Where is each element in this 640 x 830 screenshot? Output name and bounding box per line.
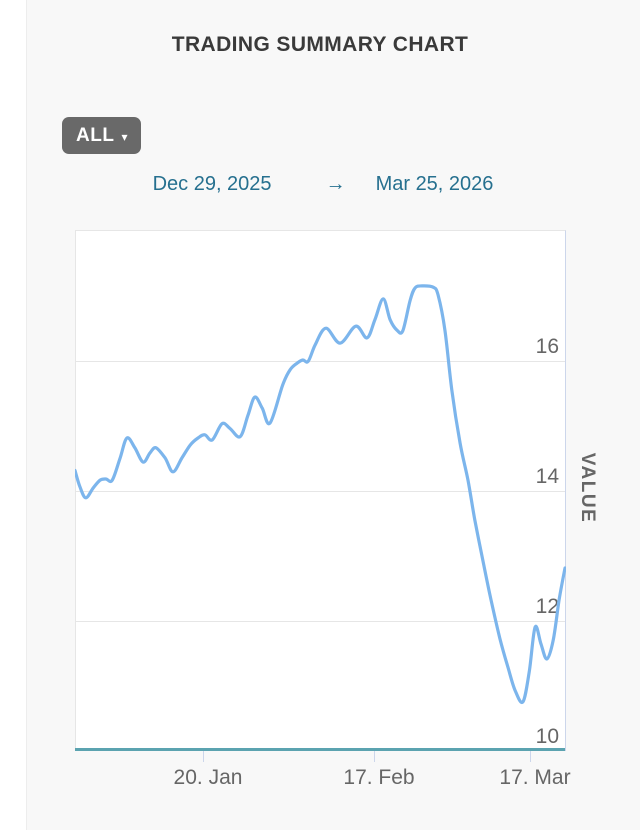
x-tick-0 bbox=[203, 751, 204, 762]
chart-title: TRADING SUMMARY CHART bbox=[171, 33, 469, 56]
range-selector-label: ALL bbox=[76, 124, 115, 146]
x-axis-label-1: 17. Feb bbox=[343, 766, 415, 789]
y-axis-label-12: 12 bbox=[535, 595, 559, 618]
y-gridline-12 bbox=[76, 621, 565, 622]
y-axis-label-14: 14 bbox=[535, 465, 559, 488]
chevron-down-icon: ▾ bbox=[121, 129, 128, 144]
x-axis-baseline bbox=[75, 748, 565, 751]
range-selector-button[interactable]: ALL ▾ bbox=[62, 117, 142, 154]
arrow-right-icon: → bbox=[325, 173, 346, 195]
date-to-link[interactable]: Mar 25, 2026 bbox=[375, 173, 494, 195]
value-series-line bbox=[75, 284, 566, 705]
date-range-row: Dec 29, 2025 → Mar 25, 2026 bbox=[0, 173, 640, 196]
x-tick-2 bbox=[530, 751, 531, 762]
x-tick-1 bbox=[374, 751, 375, 762]
plot-area[interactable]: 16 14 12 10 bbox=[75, 230, 566, 751]
x-axis-label-0: 20. Jan bbox=[173, 766, 243, 789]
y-axis-title: VALUE bbox=[577, 452, 598, 524]
y-gridline-16 bbox=[76, 361, 565, 362]
y-axis-label-10: 10 bbox=[535, 725, 559, 748]
date-from-link[interactable]: Dec 29, 2025 bbox=[152, 173, 272, 195]
x-axis-label-2: 17. Mar bbox=[499, 766, 571, 789]
y-axis-label-16: 16 bbox=[535, 335, 559, 358]
y-gridline-14 bbox=[76, 491, 565, 492]
